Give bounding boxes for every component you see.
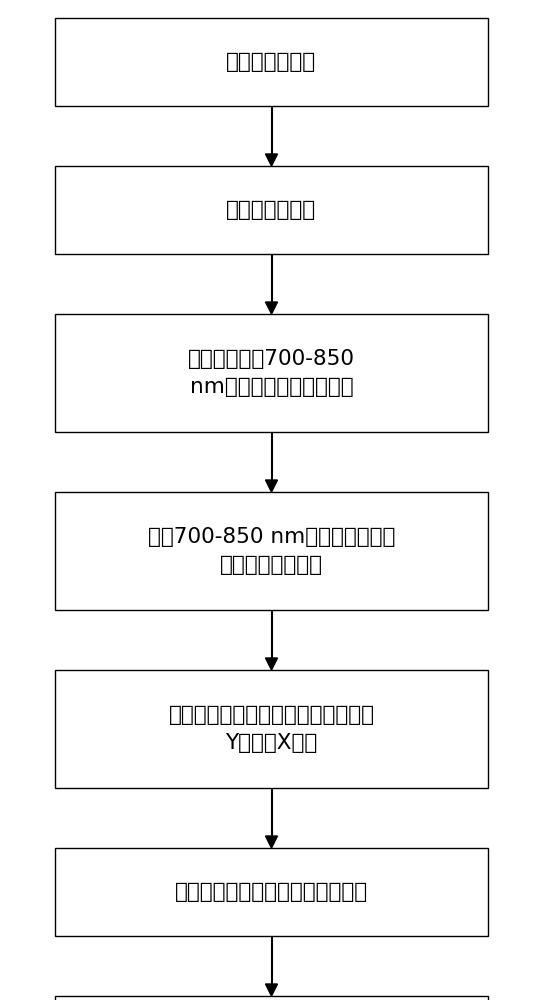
Bar [55, 18, 488, 106]
Text: 计算单次发射率: 计算单次发射率 [226, 200, 317, 220]
Bar [55, 492, 488, 610]
Bar [55, 848, 488, 936]
Bar [55, 996, 488, 1000]
Bar [55, 314, 488, 432]
Polygon shape [266, 984, 277, 996]
Polygon shape [266, 480, 277, 492]
Bar [55, 670, 488, 788]
Text: 计算700-850 nm波段每个波长的
颗粒后向散射系数: 计算700-850 nm波段每个波长的 颗粒后向散射系数 [148, 527, 395, 575]
Text: 计算颗粒后向散射系数估算模型中的
Y系数和X系数: 计算颗粒后向散射系数估算模型中的 Y系数和X系数 [168, 705, 375, 753]
Polygon shape [266, 154, 277, 166]
Text: 计算所有波长的颗粒后向散射系数: 计算所有波长的颗粒后向散射系数 [175, 882, 368, 902]
Polygon shape [266, 658, 277, 670]
Text: 计算参考波段700-850
nm颗粒吸收系数的最优值: 计算参考波段700-850 nm颗粒吸收系数的最优值 [188, 349, 355, 397]
Polygon shape [266, 302, 277, 314]
Bar [55, 166, 488, 254]
Text: 计算水下反射率: 计算水下反射率 [226, 52, 317, 72]
Polygon shape [266, 836, 277, 848]
